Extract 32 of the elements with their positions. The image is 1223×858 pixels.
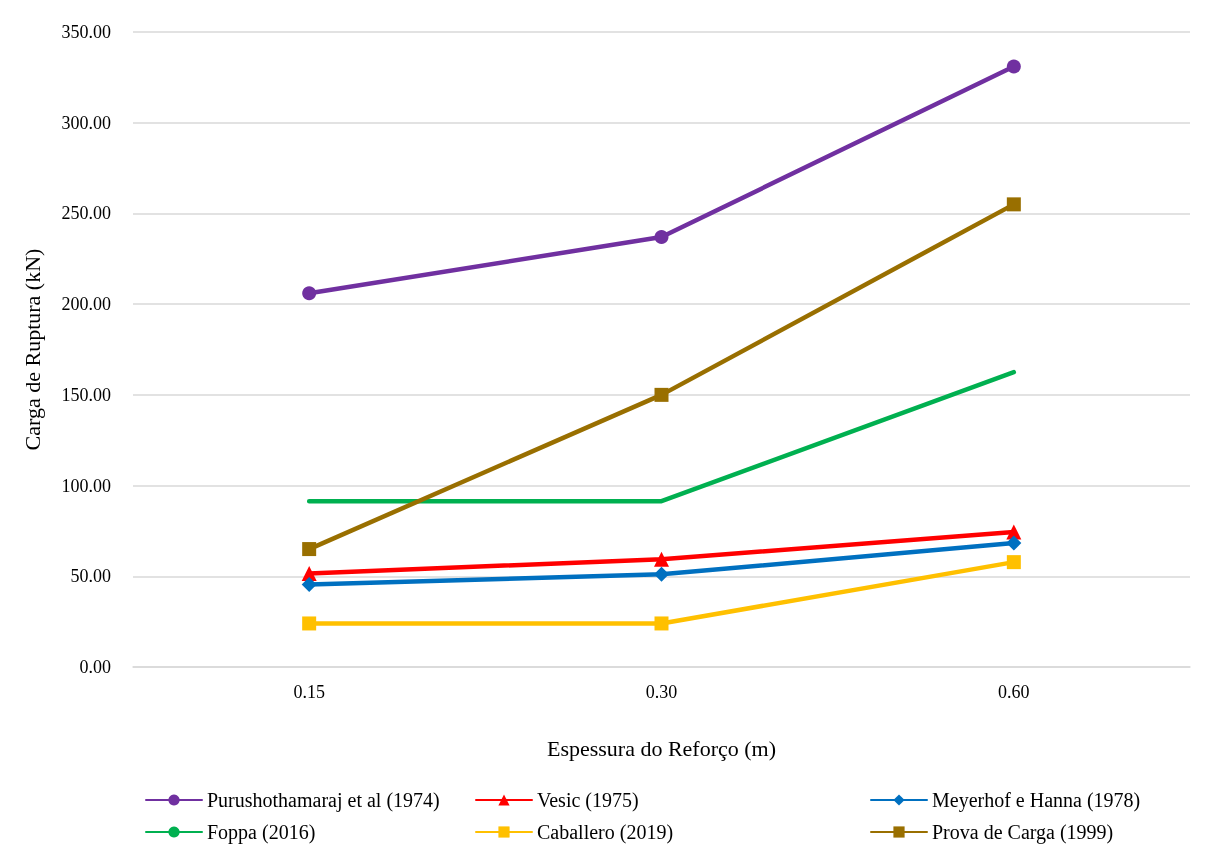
point xyxy=(1006,535,1022,551)
y-tick-label: 200.00 xyxy=(61,294,111,315)
point xyxy=(302,542,317,557)
point xyxy=(1006,555,1021,570)
y-tick-label: 50.00 xyxy=(70,566,111,587)
legend-label: Prova de Carga (1999) xyxy=(932,821,1114,844)
legend-label: Caballero (2019) xyxy=(537,821,674,844)
legend-label: Purushothamaraj et al (1974) xyxy=(207,789,440,812)
point xyxy=(301,576,317,592)
point xyxy=(654,387,669,402)
legend-label: Meyerhof e Hanna (1978) xyxy=(932,789,1141,812)
point xyxy=(1006,197,1021,212)
point xyxy=(302,286,317,301)
y-tick-label: 0.00 xyxy=(79,657,111,677)
y-axis-title: Carga de Ruptura (kN) xyxy=(19,248,45,451)
legend-label: Foppa (2016) xyxy=(207,821,316,844)
point xyxy=(302,616,317,631)
x-tick-label: 0.30 xyxy=(645,682,678,702)
legend-label: Vesic (1975) xyxy=(537,789,639,812)
point xyxy=(1006,59,1021,74)
y-tick-label: 100.00 xyxy=(61,475,111,496)
point xyxy=(654,230,669,245)
x-axis-title: Espessura do Reforço (m) xyxy=(546,735,777,761)
y-tick-label: 300.00 xyxy=(61,112,111,133)
x-tick-label: 0.15 xyxy=(293,682,325,702)
y-tick-label: 150.00 xyxy=(61,384,111,405)
point xyxy=(654,566,669,582)
point xyxy=(654,551,669,567)
y-tick-label: 250.00 xyxy=(61,203,111,224)
y-tick-label: 350.00 xyxy=(61,22,111,42)
x-tick-label: 0.60 xyxy=(998,682,1030,702)
point xyxy=(654,616,669,631)
